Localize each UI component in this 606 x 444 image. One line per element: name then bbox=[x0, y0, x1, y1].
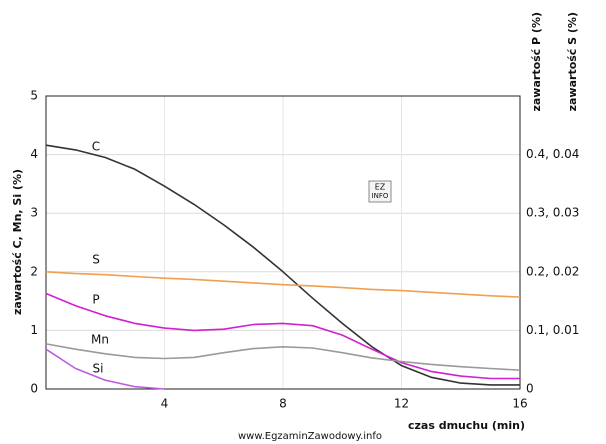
series-label: P bbox=[92, 293, 99, 307]
y-axis-title: zawartość C, Mn, Si (%) bbox=[11, 169, 24, 315]
y-tick-label: 4 bbox=[30, 147, 38, 161]
line-series bbox=[45, 348, 165, 390]
y-tick-label: 1 bbox=[30, 323, 38, 337]
watermark: www.EgzaminZawodowy.info bbox=[238, 431, 382, 442]
series-label: C bbox=[92, 140, 100, 154]
y2-tick-label: 0.2, 0.02 bbox=[526, 264, 579, 278]
x-tick-label: 12 bbox=[394, 397, 409, 411]
series-label: S bbox=[92, 253, 100, 267]
line-series bbox=[45, 144, 520, 386]
line-series bbox=[45, 292, 520, 380]
series-label: Si bbox=[93, 362, 104, 376]
line-series bbox=[45, 343, 521, 371]
x-tick-label: 4 bbox=[161, 397, 169, 411]
logo-text: EZ bbox=[375, 183, 386, 192]
y2-axis-title: zawartość P (%) bbox=[530, 12, 543, 112]
logo bbox=[368, 180, 392, 203]
y2-tick-label: 0.4, 0.04 bbox=[526, 147, 579, 161]
y2-tick-label: 0.3, 0.03 bbox=[526, 206, 579, 220]
y2-tick-label: 0 bbox=[526, 382, 534, 396]
y-tick-label: 5 bbox=[30, 89, 38, 103]
y-tick-label: 3 bbox=[30, 206, 38, 220]
logo-text: INFO bbox=[372, 192, 389, 200]
series-label: Mn bbox=[91, 333, 109, 347]
line-series bbox=[45, 271, 521, 298]
x-axis-title: czas dmuchu (min) bbox=[408, 419, 525, 432]
x-tick-label: 8 bbox=[279, 397, 287, 411]
y-tick-label: 2 bbox=[30, 264, 38, 278]
y2-tick-label: 0.1, 0.01 bbox=[526, 323, 579, 337]
y-tick-label: 0 bbox=[30, 382, 38, 396]
plot-frame bbox=[45, 95, 521, 390]
y2-axis-title: zawartość S (%) bbox=[566, 12, 579, 111]
x-tick-label: 16 bbox=[512, 397, 527, 411]
